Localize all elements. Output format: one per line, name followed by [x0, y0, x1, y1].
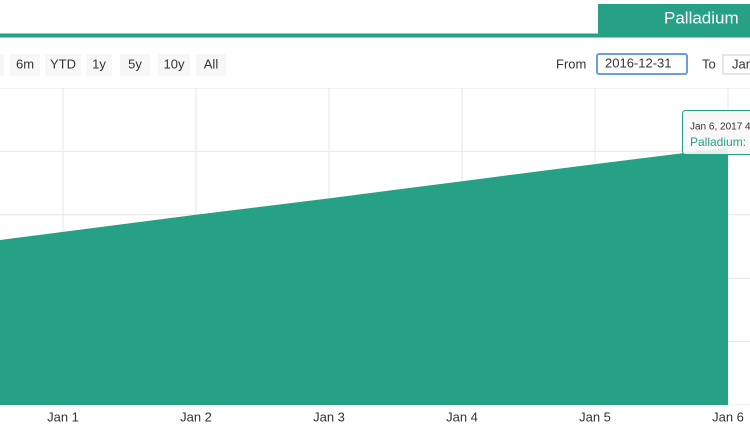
range-button[interactable] — [196, 54, 226, 76]
range-button[interactable] — [10, 54, 40, 76]
from-input[interactable] — [596, 53, 688, 75]
title-box — [598, 4, 750, 34]
from-value[interactable]: 2016-12-31 — [605, 55, 672, 70]
x-tick-label: Jan 5 — [579, 409, 611, 424]
x-tick-label: Jan 1 — [47, 409, 79, 424]
x-tick-label: Jan 2 — [180, 409, 212, 424]
chart-title: Palladium — [664, 8, 739, 27]
to-label: To — [702, 56, 716, 71]
range-button-label[interactable]: All — [204, 56, 219, 71]
range-button-label[interactable]: 6m — [16, 56, 34, 71]
range-button[interactable] — [120, 54, 150, 76]
range-button[interactable] — [86, 54, 112, 76]
tooltip-date: Jan 6, 2017 4 — [690, 122, 750, 133]
x-tick-label: Jan 4 — [446, 409, 478, 424]
to-value[interactable]: Jan — [732, 56, 750, 71]
range-button-label[interactable]: 1y — [92, 56, 106, 71]
x-tick-label: Jan 3 — [313, 409, 345, 424]
range-button[interactable] — [0, 54, 4, 76]
range-button-label[interactable]: YTD — [50, 56, 76, 71]
range-button[interactable] — [45, 54, 81, 76]
range-button-label[interactable]: 10y — [164, 56, 185, 71]
to-input[interactable] — [722, 54, 750, 75]
range-button-label[interactable]: 5y — [128, 56, 142, 71]
range-button[interactable] — [158, 54, 190, 76]
area — [0, 147, 728, 405]
from-label: From — [556, 56, 586, 71]
tooltip — [682, 110, 750, 155]
tooltip-series: Palladium: — [690, 135, 746, 149]
x-tick-label: Jan 6 — [712, 409, 744, 424]
